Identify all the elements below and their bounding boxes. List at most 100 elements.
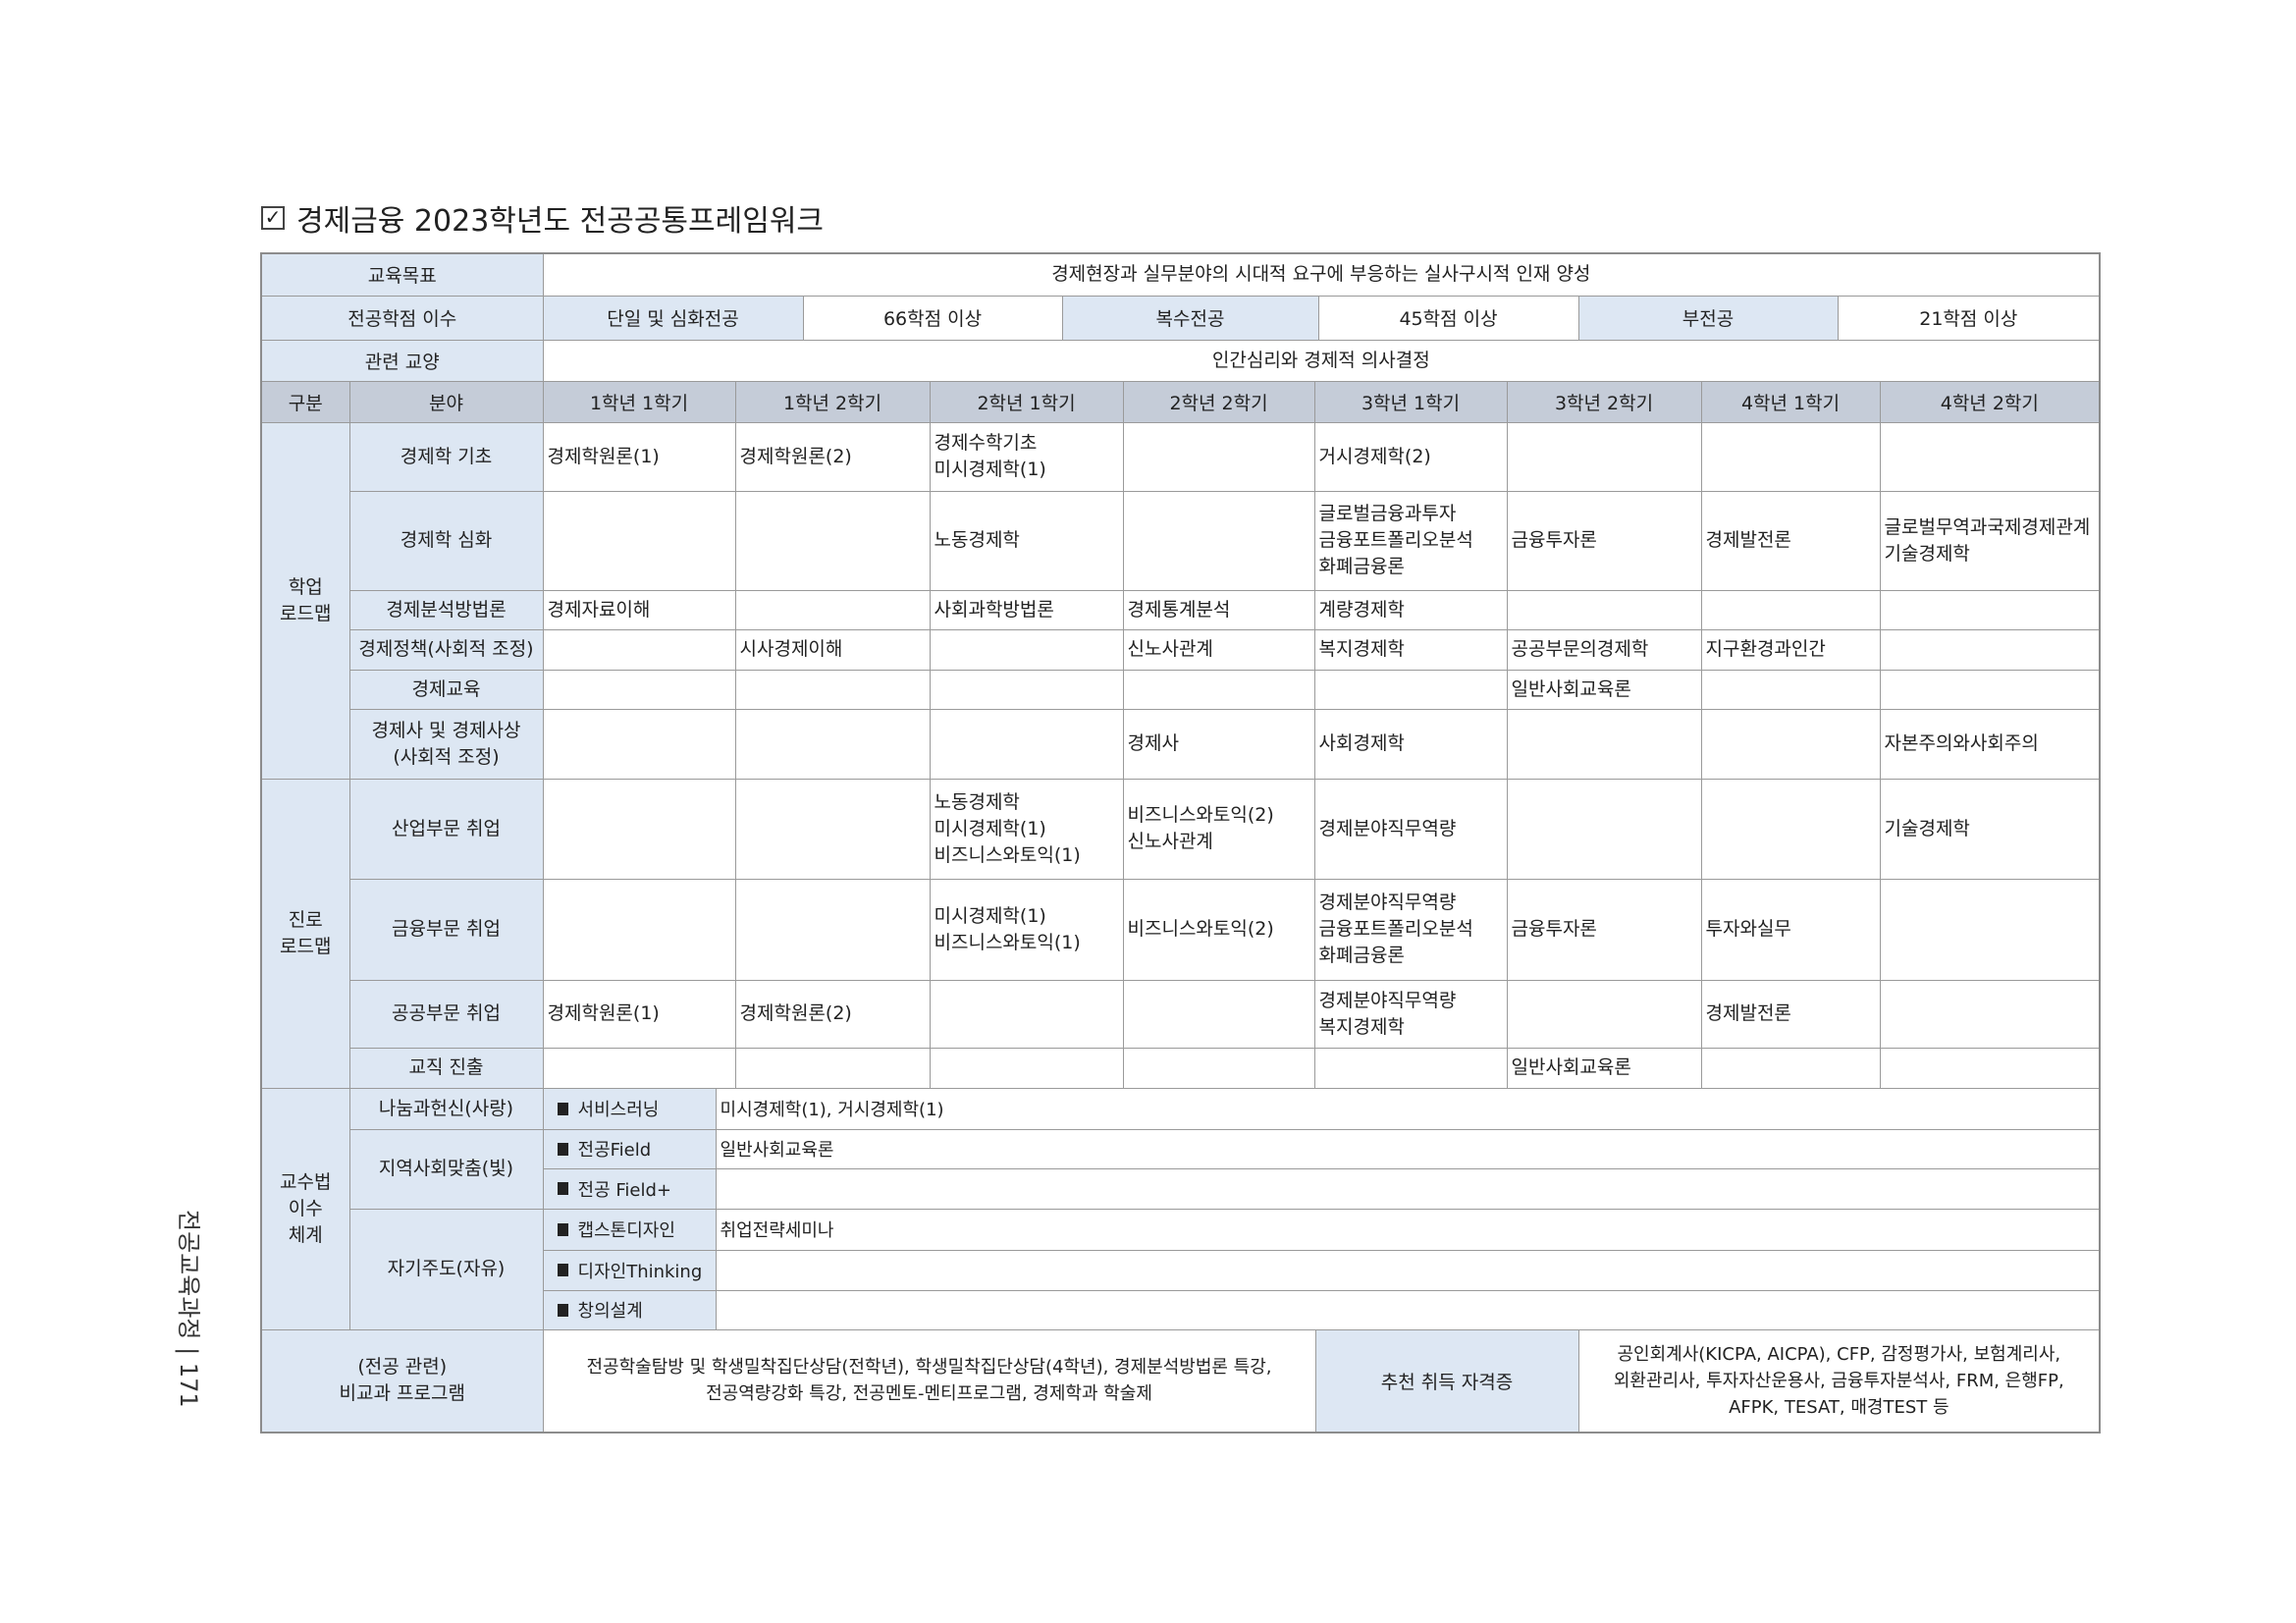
- course-cell: [542, 708, 736, 780]
- course-cell: [1313, 1047, 1508, 1089]
- course-cell: 비즈니스와토익(2): [1122, 878, 1315, 981]
- table-row: 경제분석방법론 경제자료이해 사회과학방법론 경제통계분석 계량경제학: [261, 589, 2101, 630]
- course-cell: [542, 490, 736, 591]
- course-cell: [1879, 421, 2101, 492]
- table-row: 금융부문 취업 미시경제학(1) 비즈니스와토익(1) 비즈니스와토익(2) 경제분야…: [261, 878, 2101, 981]
- course-cell: 경제발전론: [1700, 490, 1881, 591]
- method-item-value: 일반사회교육론: [720, 1140, 834, 1161]
- course-cell: [542, 878, 736, 981]
- field-label: 경제학 기초: [348, 421, 544, 492]
- method-item: 디자인Thinking: [544, 1251, 2099, 1289]
- related-row: 관련 교양 인간심리와 경제적 의사결정: [260, 339, 2101, 382]
- course-cell: [734, 878, 931, 981]
- field-label: 경제교육: [348, 669, 544, 710]
- method-field-label: 자기주도(자유): [348, 1208, 544, 1330]
- method-cell: 전공 Field+: [542, 1167, 2101, 1210]
- extra-programs: 전공학술탐방 및 학생밀착집단상담(전학년), 학생밀착집단상담(4학년), 경…: [586, 1357, 1272, 1404]
- field-label: 경제사 및 경제사상 (사회적 조정): [348, 708, 544, 780]
- page-footer-side-text: 전공교육과정 | 171: [175, 1210, 202, 1408]
- course-cell: [1700, 421, 1881, 492]
- course-cell: 금융투자론: [1506, 490, 1702, 591]
- course-cell: [929, 628, 1124, 671]
- course-cell: 사회경제학: [1313, 708, 1508, 780]
- course-cell: [542, 1047, 736, 1089]
- course-cell: [1879, 1047, 2101, 1089]
- method-item-name: 전공Field: [577, 1140, 652, 1161]
- course-cell: [1879, 589, 2101, 630]
- course-cell: [734, 778, 931, 880]
- method-item-value: [717, 1291, 2100, 1328]
- field-label: 산업부문 취업: [348, 778, 544, 880]
- checkbox-checked-icon: ✓: [261, 206, 285, 230]
- table-row: 경제교육 일반사회교육론: [261, 669, 2101, 710]
- course-cell: [1700, 778, 1881, 880]
- course-cell: [734, 490, 931, 591]
- course-cell: [542, 669, 736, 710]
- course-cell: 계량경제학: [1313, 589, 1508, 630]
- method-item-label: 창의설계: [544, 1291, 717, 1328]
- course-cell: 사회과학방법론: [929, 589, 1124, 630]
- method-item-label: 디자인Thinking: [544, 1251, 717, 1289]
- method-item-label: 전공 Field+: [544, 1169, 717, 1208]
- table-row: 경제사 및 경제사상 (사회적 조정) 경제사 사회경제학 자본주의와사회주의: [261, 708, 2101, 780]
- credits-row: 전공학점 이수 단일 및 심화전공 66학점 이상 복수전공 45학점 이상 부…: [260, 295, 2101, 341]
- section-label: 진로 로드맵: [260, 778, 350, 1089]
- course-cell: 경제사: [1122, 708, 1315, 780]
- course-cell: 경제통계분석: [1122, 589, 1315, 630]
- course-cell: [1879, 628, 2101, 671]
- course-cell: [1700, 708, 1881, 780]
- course-cell: [1506, 778, 1702, 880]
- field-label: 경제분석방법론: [348, 589, 544, 630]
- column-header: 4학년 2학기: [1879, 380, 2101, 423]
- field-label: 경제학 심화: [348, 490, 544, 591]
- method-row: 디자인Thinking: [261, 1249, 2101, 1291]
- page-title-area: ✓ 경제금융 2023학년도 전공공통프레임워크: [261, 196, 824, 240]
- method-item-name: 서비스러닝: [577, 1100, 660, 1120]
- course-cell: 노동경제학 미시경제학(1) 비즈니스와토익(1): [929, 778, 1124, 880]
- method-cell: 디자인Thinking: [542, 1249, 2101, 1291]
- method-row: 지역사회맞춤(빛) 전공Field 일반사회교육론: [261, 1128, 2101, 1210]
- square-bullet-icon: [557, 1142, 568, 1156]
- course-cell: 경제학원론(2): [734, 421, 931, 492]
- course-cell: 글로벌무역과국제경제관계 기술경제학: [1879, 490, 2101, 591]
- course-cell: [734, 708, 931, 780]
- table-row: 진로 로드맵 산업부문 취업 노동경제학 미시경제학(1) 비즈니스와토익(1) 비즈…: [260, 778, 2101, 1089]
- column-header: 구분: [260, 380, 350, 423]
- method-item-value: 미시경제학(1), 거시경제학(1): [720, 1100, 944, 1120]
- course-cell: [734, 589, 931, 630]
- course-cell: [1506, 421, 1702, 492]
- header-row: 구분 분야 1학년 1학기 1학년 2학기 2학년 1학기 2학년 2학기 3학년 1학기 3…: [260, 380, 2101, 423]
- extra-label: (전공 관련) 비교과 프로그램: [260, 1328, 544, 1433]
- course-cell: [1700, 1047, 1881, 1089]
- method-field-label: 나눔과헌신(사랑): [348, 1087, 544, 1130]
- method-item-label: 서비스러닝: [544, 1089, 717, 1128]
- table-row: 학업 로드맵 경제학 기초 경제학원론(1) 경제학원론(2) 경제수학기초 미시경제학…: [260, 421, 2101, 780]
- course-cell: [1879, 979, 2101, 1049]
- course-cell: 경제학원론(2): [734, 979, 931, 1049]
- method-field-label: 지역사회맞춤(빛): [348, 1128, 544, 1210]
- course-cell: [542, 778, 736, 880]
- course-cell: 경제분야직무역량 금융포트폴리오분석 화폐금융론: [1313, 878, 1508, 981]
- course-cell: [734, 1047, 931, 1089]
- course-cell: [1700, 669, 1881, 710]
- method-cell: 서비스러닝 미시경제학(1), 거시경제학(1): [542, 1087, 2101, 1130]
- method-item: 전공 Field+: [544, 1169, 2100, 1208]
- credit-type: 단일 및 심화전공: [544, 297, 803, 339]
- field-label: 교직 진출: [348, 1047, 544, 1089]
- course-cell: 경제학원론(1): [542, 979, 736, 1049]
- field-label: 공공부문 취업: [348, 979, 544, 1049]
- method-item-value: [717, 1169, 2100, 1208]
- course-cell: 경제수학기초 미시경제학(1): [929, 421, 1124, 492]
- course-cell: [1879, 878, 2101, 981]
- column-header: 4학년 1학기: [1700, 380, 1881, 423]
- square-bullet-icon: [557, 1182, 568, 1195]
- method-item: 창의설계: [544, 1291, 2100, 1328]
- method-item-name: 디자인Thinking: [577, 1261, 703, 1282]
- course-cell: 공공부문의경제학: [1506, 628, 1702, 671]
- square-bullet-icon: [557, 1303, 568, 1317]
- method-cell: 전공Field 일반사회교육론: [542, 1128, 2101, 1169]
- course-cell: [1122, 979, 1315, 1049]
- course-cell: 금융투자론: [1506, 878, 1702, 981]
- credits-label: 전공학점 이수: [260, 295, 544, 341]
- course-cell: [929, 979, 1124, 1049]
